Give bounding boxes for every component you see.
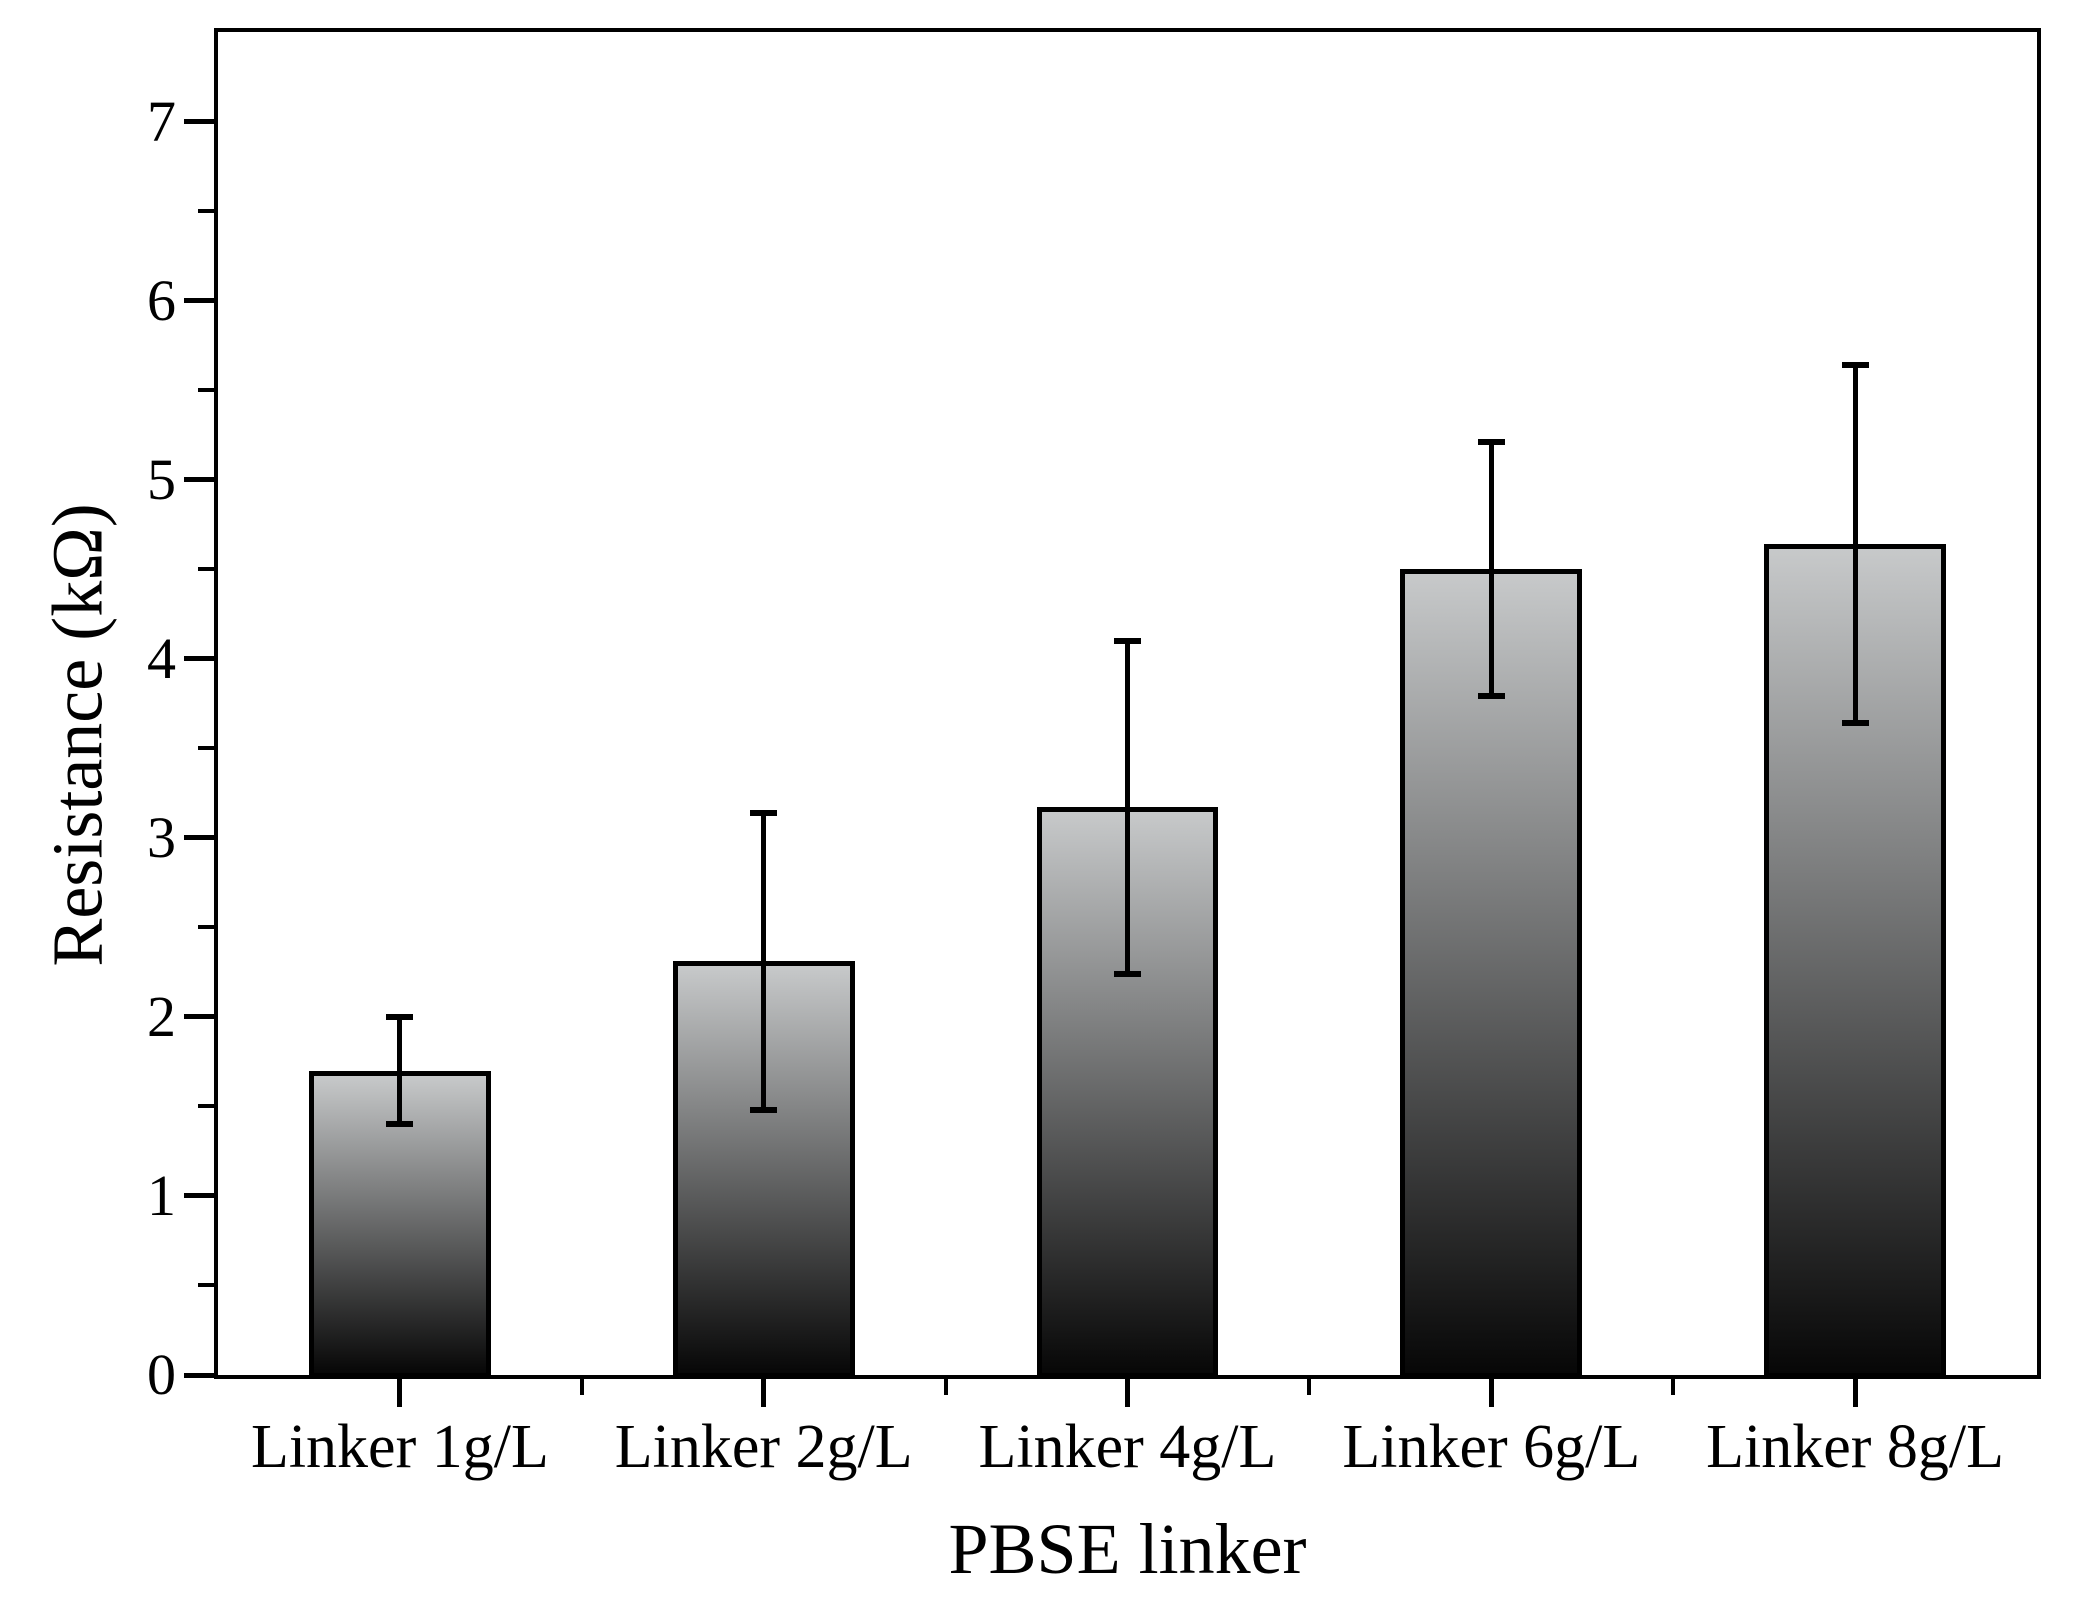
x-axis-major-tick — [1852, 1379, 1858, 1407]
error-bar-stem — [1488, 442, 1494, 697]
error-bar-stem — [1852, 365, 1858, 724]
error-bar-cap-top — [1841, 362, 1869, 369]
y-axis-tick-label: 1 — [147, 1162, 176, 1228]
error-bar-cap-bottom — [1841, 720, 1869, 727]
y-axis-minor-tick — [198, 209, 214, 214]
error-bar-cap-bottom — [386, 1121, 414, 1128]
y-axis-major-tick — [184, 298, 214, 304]
y-axis-major-tick — [184, 1014, 214, 1020]
x-axis-tick-label: Linker 1g/L — [250, 1413, 549, 1481]
error-bar-cap-top — [1477, 439, 1505, 446]
y-axis-minor-tick — [198, 567, 214, 572]
y-axis-major-tick — [184, 1372, 214, 1378]
y-axis-tick-label: 7 — [147, 88, 176, 154]
y-axis-major-tick — [184, 477, 214, 483]
y-axis-tick-label: 4 — [147, 625, 176, 691]
error-bar-cap-top — [1114, 637, 1141, 644]
error-bar-cap-bottom — [1477, 693, 1505, 700]
error-bar-cap-top — [750, 809, 778, 816]
error-bar-cap-top — [386, 1013, 414, 1020]
x-axis-tick-label: Linker 8g/L — [1706, 1413, 2005, 1481]
y-axis-minor-tick — [198, 1104, 214, 1109]
x-axis-tick-label: Linker 2g/L — [614, 1413, 913, 1481]
error-bar-cap-bottom — [750, 1106, 778, 1113]
error-bar-stem — [397, 1016, 403, 1125]
y-axis-minor-tick — [198, 746, 214, 751]
y-axis-minor-tick — [198, 1283, 214, 1288]
y-axis-major-tick — [184, 119, 214, 125]
y-axis-tick-label: 3 — [147, 804, 176, 870]
x-axis-tick-label: Linker 4g/L — [978, 1413, 1277, 1481]
y-axis-tick-label: 2 — [147, 983, 176, 1049]
y-axis-minor-tick — [198, 388, 214, 393]
y-axis-tick-label: 0 — [147, 1342, 176, 1407]
x-axis-major-tick — [1125, 1379, 1130, 1407]
x-axis-major-tick — [397, 1379, 403, 1407]
y-axis-tick-label: 5 — [147, 446, 176, 512]
x-axis-minor-tick — [579, 1379, 584, 1395]
y-axis-tick-label: 6 — [147, 267, 176, 333]
x-axis-major-tick — [761, 1379, 767, 1407]
y-axis-major-tick — [184, 835, 214, 841]
error-bar-stem — [1125, 640, 1130, 974]
y-axis-major-tick — [184, 1193, 214, 1199]
x-axis-minor-tick — [943, 1379, 948, 1395]
error-bar-stem — [761, 812, 767, 1110]
x-axis-title: PBSE linker — [948, 1509, 1307, 1589]
y-axis-major-tick — [184, 656, 214, 662]
x-axis-minor-tick — [1671, 1379, 1676, 1395]
x-axis-minor-tick — [1307, 1379, 1312, 1395]
error-bar-cap-bottom — [1114, 970, 1141, 977]
y-axis-minor-tick — [198, 925, 214, 930]
x-axis-major-tick — [1488, 1379, 1494, 1407]
x-axis-tick-label: Linker 6g/L — [1342, 1413, 1641, 1481]
y-axis-title: Resistance (kΩ) — [37, 503, 118, 967]
